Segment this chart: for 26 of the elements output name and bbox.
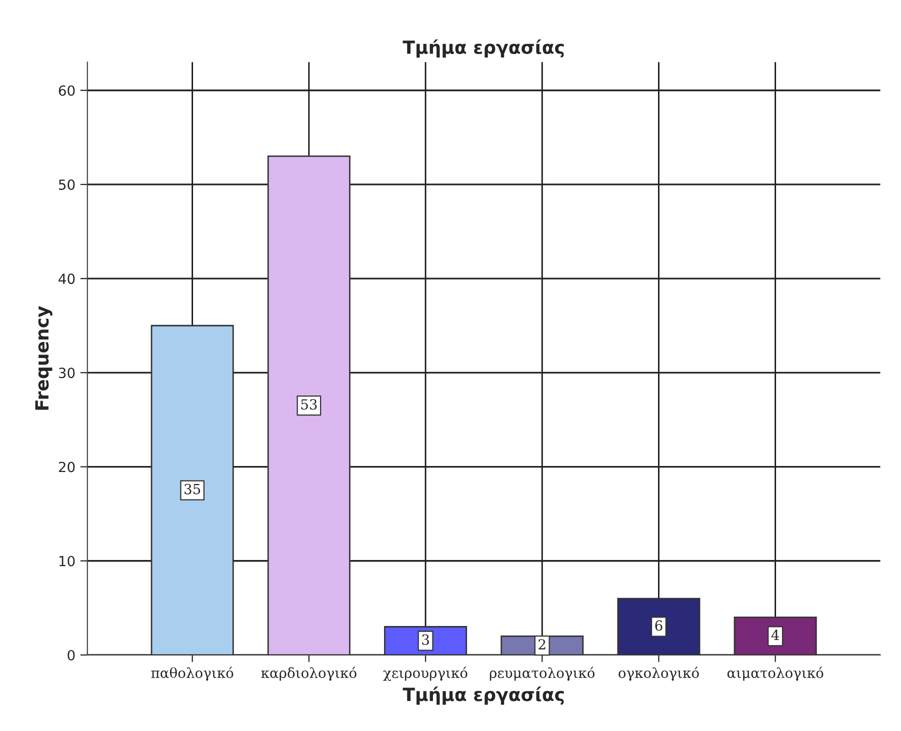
y-tick-label: 50 (58, 179, 75, 190)
bar (150, 324, 234, 655)
data-label: 3 (422, 634, 429, 645)
data-label: 4 (771, 630, 780, 640)
data-label: 6 (655, 620, 662, 631)
chart-title: Τμήμα εργασίας (402, 39, 564, 58)
x-tick-label: παθολογικό (151, 666, 234, 681)
y-tick-label: 20 (58, 462, 75, 472)
data-label: 2 (538, 639, 546, 650)
y-tick-label: 30 (58, 368, 75, 378)
x-tick-label: αιματολογικό (727, 666, 824, 681)
y-axis-title: Frequency (35, 306, 52, 410)
x-tick-label: καρδιολογικό (261, 666, 356, 681)
y-tick-label: 40 (58, 274, 75, 284)
x-tick-label: ρευματολογικό (490, 666, 595, 681)
bar (617, 598, 700, 655)
x-tick-label: χειρουργικό (383, 666, 468, 681)
y-tick-label: 0 (68, 650, 75, 660)
bar (734, 616, 817, 655)
y-tick-label: 60 (58, 85, 75, 96)
y-tick-label: 10 (59, 556, 75, 566)
data-label: 53 (301, 399, 317, 410)
data-label: 35 (184, 484, 200, 494)
x-axis-title: Τμήμα εργασίας (402, 686, 564, 705)
bar (267, 156, 350, 655)
x-tick-label: ογκολογικό (618, 666, 699, 681)
